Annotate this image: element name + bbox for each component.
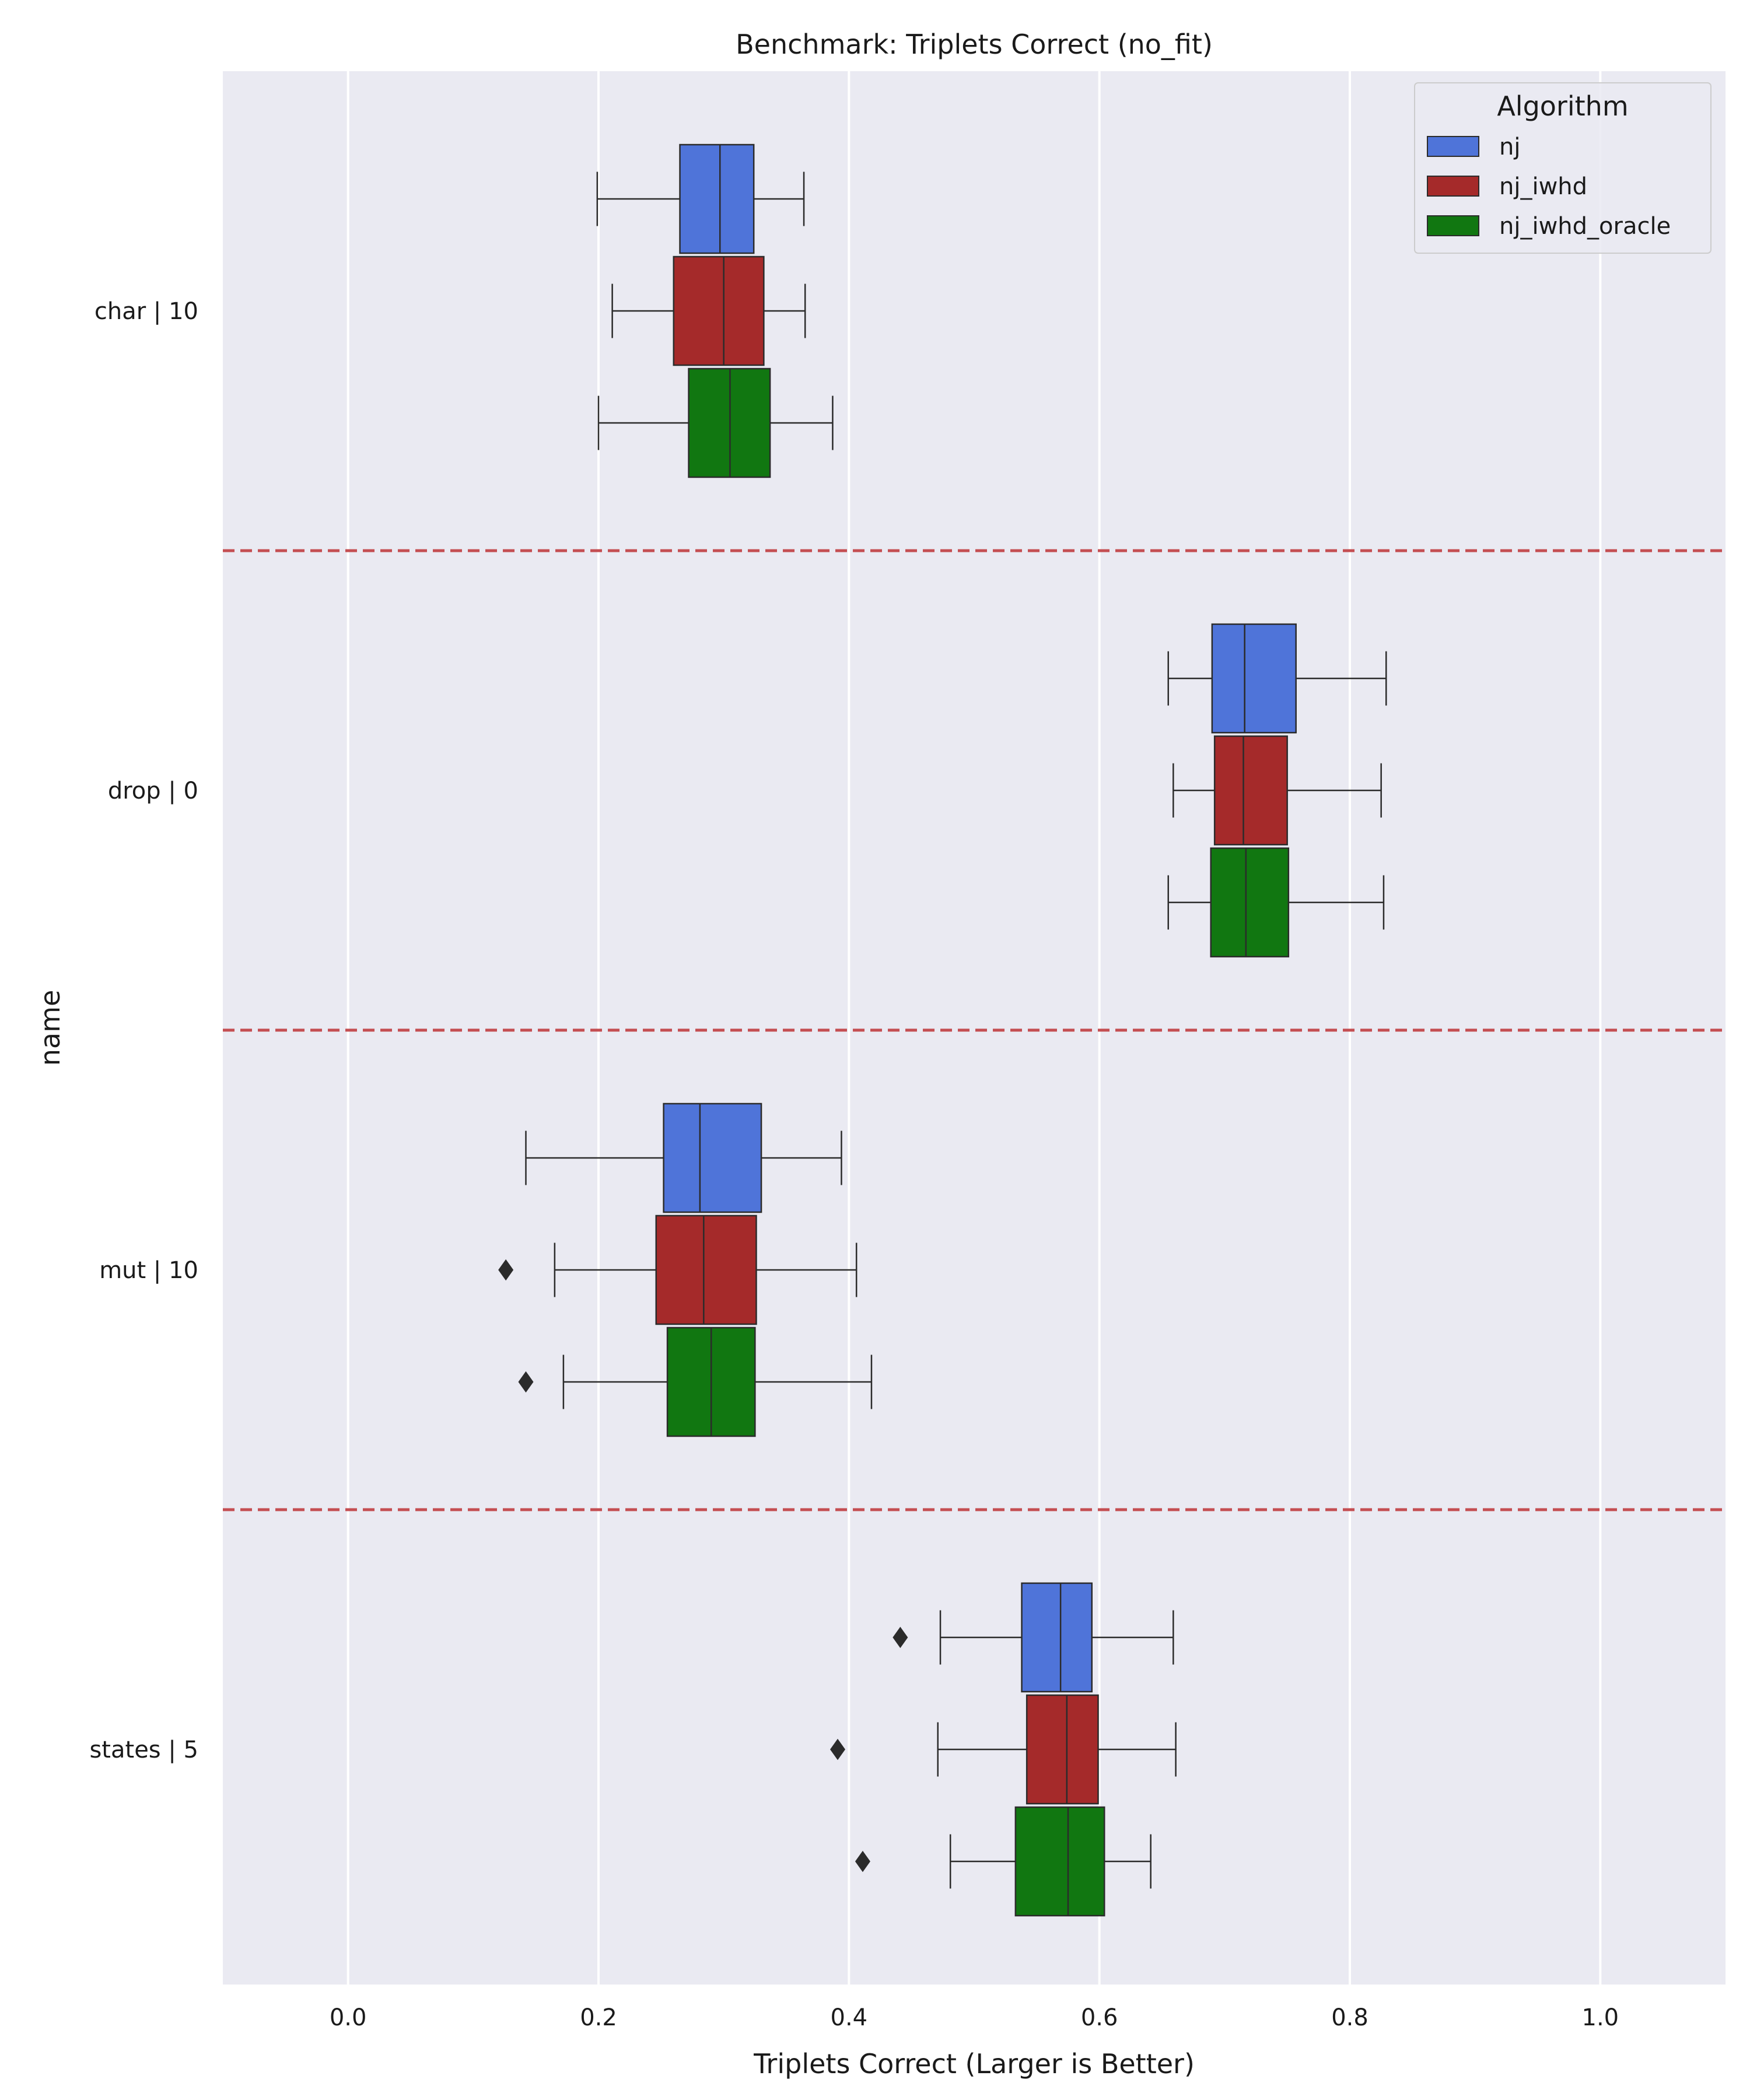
legend: Algorithm nj nj_iwhd nj_iwhd_oracle xyxy=(1414,82,1712,254)
box-nj xyxy=(525,1102,842,1213)
box-iqr xyxy=(663,1102,762,1213)
box-nj_iwhd xyxy=(611,256,806,366)
y-tick-labels: char | 10 drop | 0 mut | 10 states | 5 xyxy=(89,298,198,1763)
box-iqr xyxy=(1211,623,1297,734)
y-tick-label: states | 5 xyxy=(89,1737,198,1763)
legend-label: nj xyxy=(1499,134,1520,160)
x-tick-label: 0.6 xyxy=(1081,2004,1118,2031)
box-iqr xyxy=(1014,1806,1105,1917)
box-nj xyxy=(1167,623,1387,734)
x-tick-label: 1.0 xyxy=(1582,2004,1619,2031)
box-nj_iwhd_oracle xyxy=(597,368,834,478)
box-iqr xyxy=(679,144,755,254)
box-iqr xyxy=(1210,847,1290,958)
box-iqr xyxy=(673,256,765,366)
box-iqr xyxy=(1026,1694,1099,1805)
box-nj xyxy=(892,1582,1174,1693)
box-nj xyxy=(596,144,805,254)
y-tick-label: mut | 10 xyxy=(99,1257,198,1284)
box-iqr xyxy=(1213,735,1288,846)
outlier-point xyxy=(518,1371,534,1393)
legend-swatch xyxy=(1427,136,1479,157)
x-tick-label: 0.4 xyxy=(831,2004,868,2031)
x-tick-label: 0.2 xyxy=(580,2004,617,2031)
box-nj_iwhd_oracle xyxy=(1167,847,1385,958)
legend-items: nj nj_iwhd nj_iwhd_oracle xyxy=(1427,134,1671,240)
box-iqr xyxy=(1021,1582,1093,1693)
box-nj_iwhd xyxy=(830,1694,1177,1805)
legend-swatch xyxy=(1427,176,1479,197)
outlier-point xyxy=(892,1626,908,1648)
box-nj_iwhd xyxy=(498,1214,858,1325)
box-iqr xyxy=(655,1214,757,1325)
x-axis-label: Triplets Correct (Larger is Better) xyxy=(753,2048,1195,2080)
y-axis-label: name xyxy=(34,990,66,1066)
box-series xyxy=(498,144,1387,1917)
legend-label: nj_iwhd_oracle xyxy=(1499,213,1671,240)
chart-title: Benchmark: Triplets Correct (no_fit) xyxy=(736,29,1213,60)
legend-title: Algorithm xyxy=(1497,90,1628,122)
outlier-point xyxy=(498,1259,514,1281)
plot-area xyxy=(223,71,1726,1985)
box-nj_iwhd xyxy=(1172,735,1382,846)
outlier-point xyxy=(830,1738,846,1760)
x-tick-label: 0.8 xyxy=(1331,2004,1368,2031)
y-tick-label: drop | 0 xyxy=(108,778,198,804)
x-grid xyxy=(346,71,1602,1985)
outlier-point xyxy=(855,1850,870,1873)
legend-swatch xyxy=(1427,215,1479,236)
legend-label: nj_iwhd xyxy=(1499,173,1587,200)
x-tick-label: 0.0 xyxy=(330,2004,367,2031)
y-tick-label: char | 10 xyxy=(94,298,198,325)
legend-frame xyxy=(1414,82,1712,254)
category-separators xyxy=(223,549,1726,1511)
x-tick-labels: 0.0 0.2 0.4 0.6 0.8 1.0 xyxy=(330,2004,1619,2031)
box-nj_iwhd_oracle xyxy=(855,1806,1152,1917)
box-nj_iwhd_oracle xyxy=(518,1326,873,1437)
